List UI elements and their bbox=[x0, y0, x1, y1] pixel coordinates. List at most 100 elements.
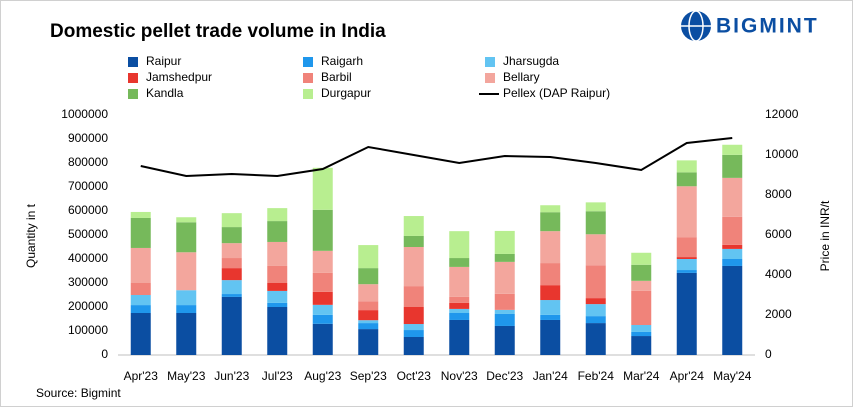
bar-segment bbox=[403, 324, 424, 331]
y2-tick-label: 6000 bbox=[765, 227, 792, 241]
bar-segment bbox=[676, 270, 697, 273]
bar-segment bbox=[540, 319, 561, 355]
bar-segment bbox=[403, 286, 424, 307]
legend-label: Jamshedpur bbox=[146, 70, 212, 84]
bar-segment bbox=[585, 202, 606, 212]
bar-segment bbox=[449, 231, 470, 259]
legend-label: Jharsugda bbox=[503, 54, 559, 68]
bar-segment bbox=[540, 314, 561, 320]
bar-segment bbox=[494, 313, 515, 326]
y-tick-label: 400000 bbox=[68, 251, 108, 265]
x-tick-label: May'24 bbox=[713, 369, 752, 383]
bar-segment bbox=[403, 247, 424, 287]
bar-segment bbox=[221, 296, 242, 355]
bar-segment bbox=[358, 284, 379, 302]
legend-label: Pellex (DAP Raipur) bbox=[503, 86, 610, 100]
bar-segment bbox=[221, 268, 242, 281]
bar-segment bbox=[358, 301, 379, 311]
bar-segment bbox=[540, 300, 561, 315]
bar-segment bbox=[722, 265, 743, 355]
bar-segment bbox=[130, 211, 151, 218]
bar-segment bbox=[403, 307, 424, 325]
x-tick-label: Dec'23 bbox=[486, 369, 523, 383]
legend-label: Barbil bbox=[321, 70, 352, 84]
bar-segment bbox=[631, 252, 652, 265]
bar-segment bbox=[130, 283, 151, 295]
legend-swatch bbox=[303, 57, 313, 67]
bar-segment bbox=[722, 244, 743, 249]
logo: BIGMINT bbox=[681, 10, 817, 42]
bar-segment bbox=[403, 216, 424, 236]
bar-segment bbox=[494, 309, 515, 314]
legend-swatch bbox=[303, 73, 313, 83]
bar-segment bbox=[631, 336, 652, 355]
y-tick-label: 900000 bbox=[68, 131, 108, 145]
bar-segment bbox=[312, 250, 333, 273]
bar-segment bbox=[312, 314, 333, 324]
chart-title: Domestic pellet trade volume in India bbox=[50, 21, 386, 42]
bar-segment bbox=[676, 257, 697, 259]
x-tick-label: Oct'23 bbox=[397, 369, 432, 383]
bar-segment bbox=[540, 231, 561, 264]
bar-segment bbox=[221, 243, 242, 259]
x-tick-label: Sep'23 bbox=[350, 369, 387, 383]
bar-segment bbox=[176, 217, 197, 223]
legend-swatch bbox=[128, 73, 138, 83]
bar-segment bbox=[494, 325, 515, 355]
bar-segment bbox=[267, 290, 288, 303]
legend-swatch bbox=[485, 57, 495, 67]
bar-segment bbox=[358, 329, 379, 355]
y-axis-title: Quantity in t bbox=[24, 203, 38, 268]
bar-segment bbox=[722, 154, 743, 178]
bar-segment bbox=[585, 298, 606, 305]
y-tick-label: 300000 bbox=[68, 275, 108, 289]
y-tick-label: 700000 bbox=[68, 179, 108, 193]
line-series bbox=[140, 137, 733, 178]
bar-segment bbox=[494, 261, 515, 294]
y-tick-label: 200000 bbox=[68, 299, 108, 313]
y2-axis-title: Price in INR/t bbox=[818, 200, 832, 271]
y-tick-label: 0 bbox=[101, 347, 108, 361]
x-tick-label: Jun'23 bbox=[214, 369, 249, 383]
bar-segment bbox=[267, 265, 288, 283]
bar-segment bbox=[176, 252, 197, 291]
bar-segment bbox=[676, 272, 697, 355]
bar-segment bbox=[358, 323, 379, 330]
bar-segment bbox=[585, 304, 606, 317]
bar-segment bbox=[312, 167, 333, 210]
bar-segment bbox=[676, 186, 697, 238]
bar-segment bbox=[449, 308, 470, 313]
bar-segment bbox=[676, 259, 697, 271]
bar-segment bbox=[585, 265, 606, 299]
bar-segment bbox=[130, 305, 151, 313]
bar-segment bbox=[722, 144, 743, 155]
y-tick-label: 800000 bbox=[68, 155, 108, 169]
y2-tick-label: 0 bbox=[765, 347, 772, 361]
x-tick-label: Jan'24 bbox=[533, 369, 568, 383]
y-tick-label: 1000000 bbox=[61, 107, 108, 121]
x-tick-label: May'23 bbox=[167, 369, 206, 383]
bar-segment bbox=[449, 266, 470, 297]
bar-segment bbox=[312, 323, 333, 355]
bar-segment bbox=[176, 290, 197, 306]
bar-segment bbox=[449, 296, 470, 303]
bar-segment bbox=[676, 237, 697, 258]
bar-segment bbox=[403, 330, 424, 337]
legend-label: Raigarh bbox=[321, 54, 363, 68]
bar-segment bbox=[722, 177, 743, 217]
bar-segment bbox=[267, 302, 288, 307]
bar-segment bbox=[585, 316, 606, 324]
bar-segment bbox=[494, 293, 515, 310]
source-note: Source: Bigmint bbox=[36, 386, 121, 400]
bar-segment bbox=[449, 302, 470, 309]
x-tick-label: Apr'24 bbox=[670, 369, 705, 383]
x-tick-label: Feb'24 bbox=[578, 369, 615, 383]
bar-segment bbox=[722, 216, 743, 245]
bar-segment bbox=[585, 323, 606, 355]
bar-segment bbox=[267, 221, 288, 242]
bar-segment bbox=[312, 209, 333, 251]
legend-swatch bbox=[303, 89, 313, 99]
bar-segment bbox=[267, 208, 288, 222]
bar-segment bbox=[221, 227, 242, 244]
